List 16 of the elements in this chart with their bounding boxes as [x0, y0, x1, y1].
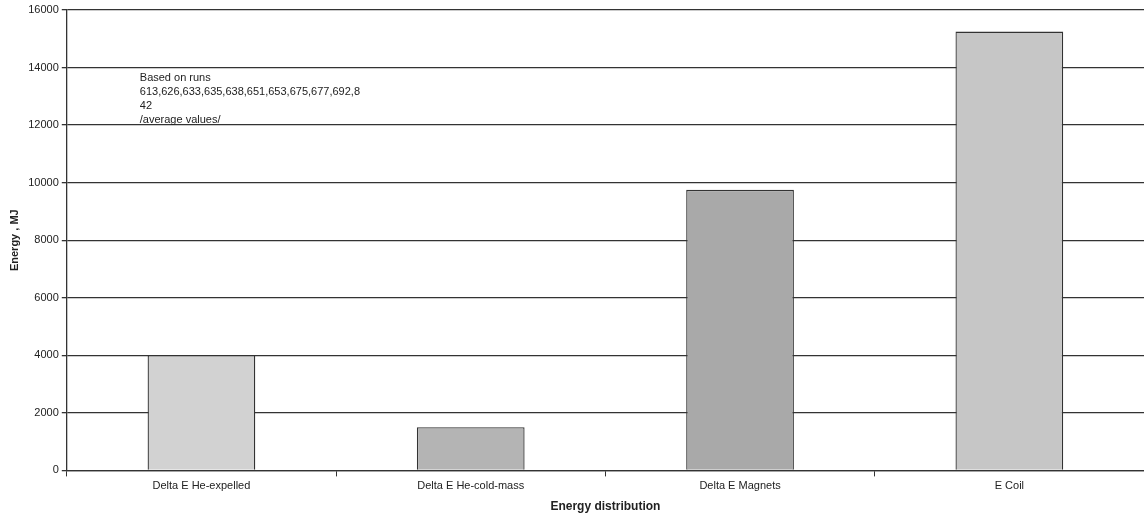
y-tick-label: 10000	[28, 175, 59, 188]
y-tick-label: 16000	[28, 3, 59, 16]
y-tick-label: 4000	[34, 348, 59, 361]
x-tick-label: Delta E He-cold-mass	[417, 479, 525, 492]
y-tick-label: 12000	[28, 118, 59, 131]
x-tick-label: Delta E Magnets	[699, 479, 782, 492]
x-tick-label: Delta E He-expelled	[152, 479, 251, 492]
x-tick-label: E Coil	[994, 479, 1025, 492]
y-tick-label: 0	[52, 463, 59, 476]
y-tick-label: 8000	[34, 233, 59, 246]
y-tick-label: 2000	[34, 405, 59, 418]
annotation: Based on runs 613,626,633,635,638,651,653,675,677,692,8 42 /average values/	[139, 70, 361, 125]
y-tick-label: 6000	[34, 290, 59, 303]
y-tick-label: 14000	[28, 60, 59, 73]
x-axis-title: Energy distribution	[550, 499, 661, 514]
y-axis-title: Energy , MJ	[7, 209, 20, 272]
